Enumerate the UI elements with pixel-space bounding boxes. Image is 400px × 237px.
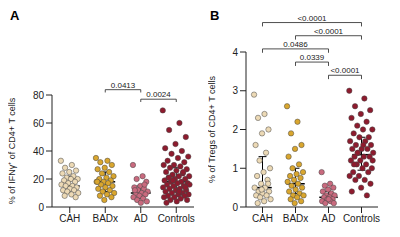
svg-text:4: 4 [232,47,238,58]
svg-text:0.0024: 0.0024 [146,90,171,99]
svg-text:80: 80 [33,90,45,101]
svg-text:0: 0 [38,202,44,213]
svg-text:Controls: Controls [158,213,195,224]
svg-text:CAH: CAH [252,213,273,224]
svg-text:AD: AD [322,213,336,224]
svg-text:2: 2 [232,124,238,135]
svg-text:0.0486: 0.0486 [283,40,308,49]
svg-text:% of IFNγ⁺ of CD4+ T cells: % of IFNγ⁺ of CD4+ T cells [8,97,17,204]
svg-text:BADx: BADx [283,213,309,224]
svg-text:60: 60 [33,118,45,129]
svg-text:CAH: CAH [59,213,80,224]
svg-text:BADx: BADx [92,213,118,224]
svg-text:Controls: Controls [343,213,380,224]
svg-text:0.0339: 0.0339 [300,53,325,62]
html-text:A: A [10,8,20,23]
svg-text:% of Tregs of CD4+ T cells: % of Tregs of CD4+ T cells [208,76,217,183]
svg-text:40: 40 [33,146,45,157]
svg-text:<0.0001: <0.0001 [330,66,360,75]
html-text:B: B [210,8,220,23]
svg-text:<0.0001: <0.0001 [297,14,327,23]
svg-text:3: 3 [232,85,238,96]
svg-text:1: 1 [232,163,238,174]
svg-text:AD: AD [134,213,148,224]
svg-text:0.0413: 0.0413 [111,81,136,90]
svg-text:0: 0 [232,202,238,213]
svg-text:20: 20 [33,174,45,185]
svg-text:<0.0001: <0.0001 [314,27,344,36]
